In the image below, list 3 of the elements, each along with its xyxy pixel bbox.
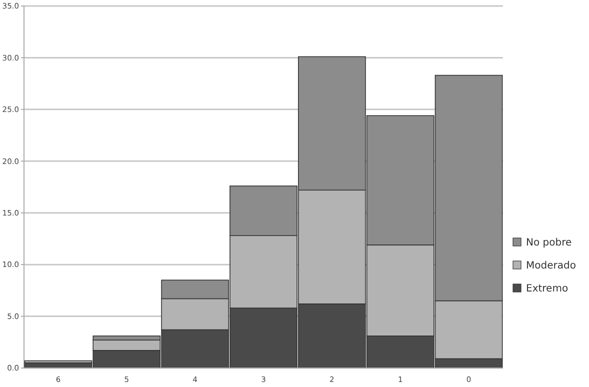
legend-label: No pobre (526, 238, 572, 248)
legend-label: Moderado (526, 260, 576, 272)
legend-label: Extremo (526, 284, 568, 294)
